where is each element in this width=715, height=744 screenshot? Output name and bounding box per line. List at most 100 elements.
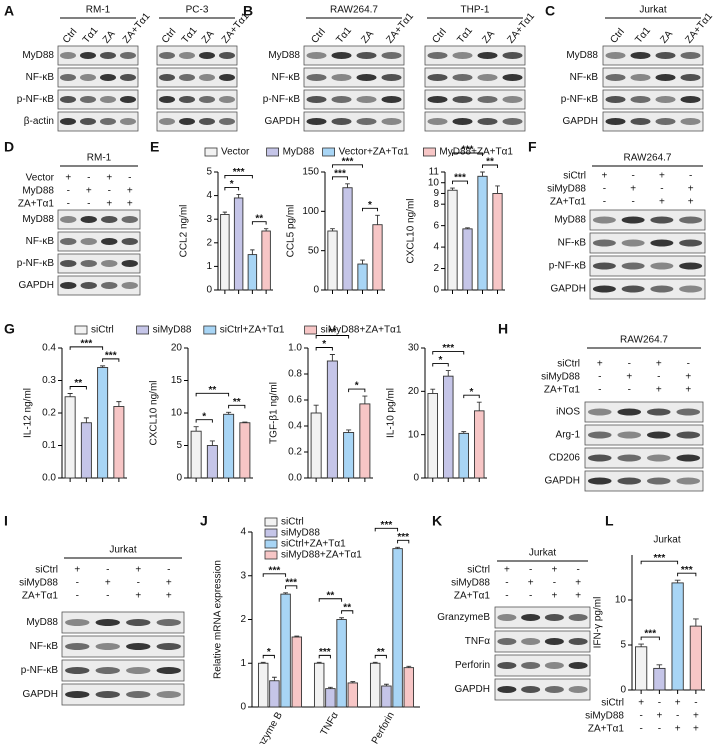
- blot-band: [306, 118, 327, 125]
- condition-label: siCtrl: [467, 565, 490, 576]
- y-tick-label: 6: [433, 220, 439, 231]
- blot-band: [100, 74, 116, 81]
- lane-label: ZA+Tα1: [384, 11, 416, 46]
- significance-label: *: [267, 647, 271, 658]
- blot-band: [630, 96, 651, 103]
- blot-title: RAW264.7: [620, 335, 668, 346]
- blot-band: [120, 52, 136, 59]
- blot-band: [60, 52, 76, 59]
- significance-label: ***: [334, 168, 346, 179]
- blot-band: [120, 74, 136, 81]
- blot-band: [331, 118, 352, 125]
- y-tick-label: 0: [620, 685, 626, 696]
- y-tick-label: 5: [176, 440, 182, 451]
- blot-band: [121, 216, 138, 223]
- blot-band: [502, 52, 523, 59]
- significance-bracket: [251, 221, 267, 225]
- blot-band: [679, 239, 703, 247]
- legend-label: siMyD88+ZA+Tα1: [321, 325, 402, 336]
- protein-label: MyD88: [554, 215, 586, 226]
- condition-sign: -: [660, 184, 663, 195]
- significance-label: *: [202, 411, 206, 422]
- error-bar: [283, 592, 288, 595]
- protein-label: β-actin: [24, 116, 54, 127]
- significance-label: **: [377, 647, 385, 658]
- blot-band: [621, 239, 645, 247]
- condition-label: ZA+Tα1: [550, 197, 587, 208]
- blot-band: [219, 118, 235, 125]
- protein-label: NF-κB: [570, 72, 599, 83]
- blot-band: [679, 285, 703, 293]
- blot-band: [179, 74, 195, 81]
- panel-letter: G: [4, 321, 15, 337]
- bar: [206, 445, 218, 479]
- y-tick-label: 0: [313, 285, 319, 296]
- blot-band: [60, 96, 76, 103]
- condition-sign: +: [659, 171, 665, 182]
- condition-sign: +: [528, 578, 534, 589]
- legend-swatch: [264, 550, 278, 560]
- condition-sign: -: [505, 591, 508, 602]
- bar: [403, 667, 415, 708]
- error-bar: [406, 665, 412, 668]
- bar: [381, 685, 392, 708]
- bar: [325, 688, 336, 708]
- blot-band: [452, 74, 473, 81]
- blot-band: [605, 96, 626, 103]
- condition-sign: -: [603, 184, 606, 195]
- blot-band: [60, 216, 77, 223]
- bar: [223, 413, 235, 479]
- condition-sign: +: [685, 372, 691, 383]
- panel-letter: B: [243, 3, 253, 19]
- y-tick-label: 0.1: [42, 440, 56, 451]
- blot-band: [179, 96, 195, 103]
- blot-band: [568, 686, 588, 693]
- y-axis-label: CCL2 ng/ml: [179, 205, 190, 258]
- lane-label: Ctrl: [430, 27, 448, 46]
- significance-bracket: [224, 186, 240, 191]
- protein-label: GranzymeB: [437, 612, 490, 623]
- condition-sign: +: [127, 199, 133, 210]
- blot-strip: [61, 635, 185, 658]
- panel-letter: D: [4, 139, 14, 155]
- condition-sign: -: [137, 578, 140, 589]
- bar: [310, 412, 322, 479]
- y-axis-label: CXCL10 ng/ml: [406, 198, 417, 263]
- y-tick-label: 2: [206, 237, 212, 248]
- panel-letter: E: [150, 139, 159, 155]
- lane-label: Ctrl: [61, 27, 79, 46]
- y-axis-label: TGF-β1 ng/ml: [269, 382, 280, 444]
- significance-label: *: [322, 339, 326, 350]
- lane-label: Tα1: [334, 25, 354, 46]
- blot-band: [219, 74, 235, 81]
- error-bar: [638, 643, 644, 647]
- significance-label: ***: [462, 145, 474, 156]
- blot-band: [646, 454, 671, 462]
- blot-band: [331, 52, 352, 59]
- legend-swatch: [203, 325, 217, 335]
- protein-label: CD206: [549, 453, 581, 464]
- blot-strip: [584, 447, 704, 469]
- protein-label: Perforin: [455, 660, 490, 671]
- condition-sign: -: [631, 171, 634, 182]
- y-tick-label: 0.0: [42, 473, 56, 484]
- blot-band: [65, 667, 90, 674]
- protein-label: NF-κB: [272, 72, 301, 83]
- blot-strip: [57, 209, 141, 230]
- blot-strip: [156, 89, 238, 110]
- blot-band: [381, 96, 402, 103]
- legend-label: MyD88: [283, 147, 315, 158]
- blot-strip: [494, 630, 591, 653]
- condition-label: siMyD88: [547, 184, 586, 195]
- significance-label: ***: [397, 532, 409, 543]
- blot-strip: [61, 611, 185, 634]
- bar: [64, 396, 76, 479]
- condition-sign: +: [575, 578, 581, 589]
- blot-band: [630, 74, 651, 81]
- y-tick-label: 0: [206, 285, 212, 296]
- significance-bracket: [397, 539, 410, 544]
- blot-band: [655, 96, 676, 103]
- blot-band: [356, 52, 377, 59]
- blot-band: [544, 662, 564, 669]
- blot-band: [306, 74, 327, 81]
